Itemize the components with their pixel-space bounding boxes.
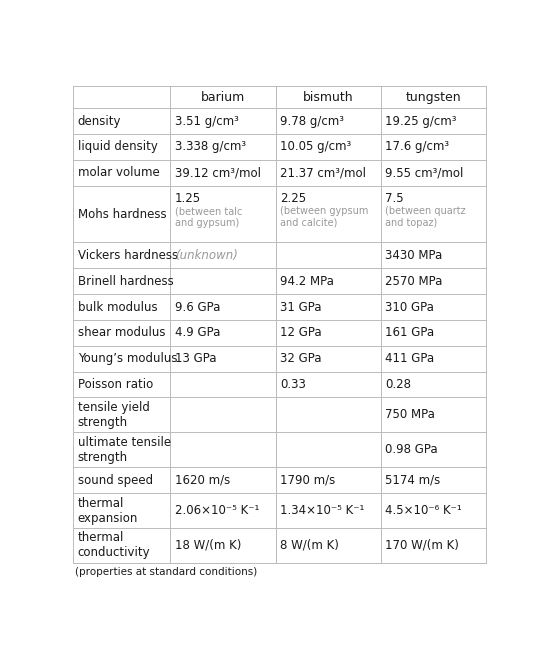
Text: (between quartz
and topaz): (between quartz and topaz) (385, 206, 466, 227)
Text: 1.25: 1.25 (175, 191, 201, 205)
Text: 161 GPa: 161 GPa (385, 326, 435, 340)
Text: 9.6 GPa: 9.6 GPa (175, 301, 220, 313)
Text: 31 GPa: 31 GPa (280, 301, 322, 313)
Text: 94.2 MPa: 94.2 MPa (280, 275, 334, 287)
Text: 1790 m/s: 1790 m/s (280, 474, 335, 487)
Text: 10.05 g/cm³: 10.05 g/cm³ (280, 141, 351, 153)
Text: tensile yield
strength: tensile yield strength (78, 401, 150, 429)
Text: Young’s modulus: Young’s modulus (78, 352, 177, 366)
Text: 13 GPa: 13 GPa (175, 352, 216, 366)
Text: 5174 m/s: 5174 m/s (385, 474, 441, 487)
Text: tungsten: tungsten (406, 91, 461, 103)
Text: 8 W/(m K): 8 W/(m K) (280, 539, 339, 552)
Text: 310 GPa: 310 GPa (385, 301, 434, 313)
Text: 0.33: 0.33 (280, 378, 306, 391)
Text: 18 W/(m K): 18 W/(m K) (175, 539, 241, 552)
Text: 0.98 GPa: 0.98 GPa (385, 444, 438, 456)
Text: 3.338 g/cm³: 3.338 g/cm³ (175, 141, 246, 153)
Text: 9.78 g/cm³: 9.78 g/cm³ (280, 115, 344, 127)
Text: 12 GPa: 12 GPa (280, 326, 322, 340)
Text: thermal
conductivity: thermal conductivity (78, 532, 150, 560)
Text: density: density (78, 115, 121, 127)
Text: 3430 MPa: 3430 MPa (385, 249, 442, 262)
Text: 4.9 GPa: 4.9 GPa (175, 326, 220, 340)
Text: barium: barium (201, 91, 245, 103)
Text: 1620 m/s: 1620 m/s (175, 474, 230, 487)
Text: 9.55 cm³/mol: 9.55 cm³/mol (385, 166, 464, 179)
Text: 750 MPa: 750 MPa (385, 408, 435, 422)
Text: 2570 MPa: 2570 MPa (385, 275, 443, 287)
Text: thermal
expansion: thermal expansion (78, 496, 138, 524)
Text: (unknown): (unknown) (175, 249, 238, 262)
Text: 4.5×10⁻⁶ K⁻¹: 4.5×10⁻⁶ K⁻¹ (385, 504, 462, 517)
Text: 32 GPa: 32 GPa (280, 352, 322, 366)
Text: bismuth: bismuth (303, 91, 354, 103)
Text: sound speed: sound speed (78, 474, 153, 487)
Text: ultimate tensile
strength: ultimate tensile strength (78, 436, 171, 464)
Text: shear modulus: shear modulus (78, 326, 165, 340)
Text: (properties at standard conditions): (properties at standard conditions) (75, 567, 258, 577)
Text: (between gypsum
and calcite): (between gypsum and calcite) (280, 206, 369, 227)
Text: 7.5: 7.5 (385, 191, 404, 205)
Text: 19.25 g/cm³: 19.25 g/cm³ (385, 115, 457, 127)
Text: Poisson ratio: Poisson ratio (78, 378, 153, 391)
Text: 39.12 cm³/mol: 39.12 cm³/mol (175, 166, 260, 179)
Text: molar volume: molar volume (78, 166, 159, 179)
Text: Vickers hardness: Vickers hardness (78, 249, 177, 262)
Text: liquid density: liquid density (78, 141, 157, 153)
Text: 1.34×10⁻⁵ K⁻¹: 1.34×10⁻⁵ K⁻¹ (280, 504, 364, 517)
Text: 411 GPa: 411 GPa (385, 352, 435, 366)
Text: 2.06×10⁻⁵ K⁻¹: 2.06×10⁻⁵ K⁻¹ (175, 504, 259, 517)
Text: 3.51 g/cm³: 3.51 g/cm³ (175, 115, 239, 127)
Text: 21.37 cm³/mol: 21.37 cm³/mol (280, 166, 366, 179)
Text: Mohs hardness: Mohs hardness (78, 207, 166, 221)
Text: bulk modulus: bulk modulus (78, 301, 157, 313)
Text: 2.25: 2.25 (280, 191, 306, 205)
Text: (between talc
and gypsum): (between talc and gypsum) (175, 206, 242, 227)
Text: Brinell hardness: Brinell hardness (78, 275, 173, 287)
Text: 0.28: 0.28 (385, 378, 411, 391)
Text: 170 W/(m K): 170 W/(m K) (385, 539, 459, 552)
Text: 17.6 g/cm³: 17.6 g/cm³ (385, 141, 449, 153)
